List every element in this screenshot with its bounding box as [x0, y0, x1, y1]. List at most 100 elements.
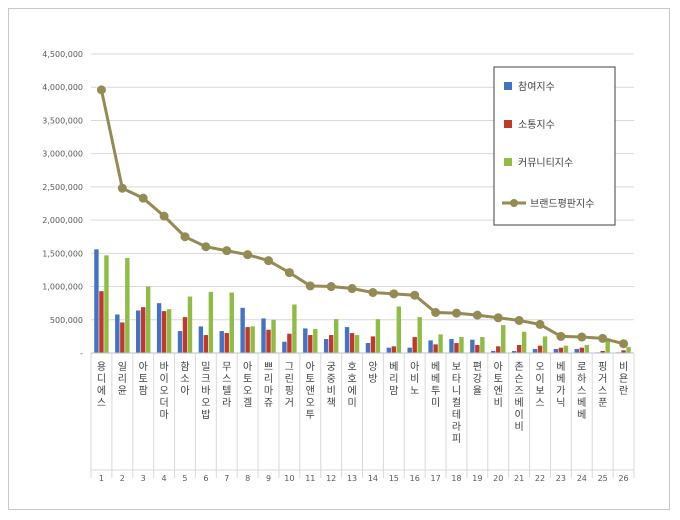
bar-소통지수: [600, 351, 605, 353]
category-index: 13: [347, 474, 357, 483]
bar-커뮤니티지수: [584, 345, 589, 353]
bar-참여지수: [449, 339, 454, 353]
y-tick-label: 2,500,000: [42, 183, 83, 192]
bar-참여지수: [491, 351, 496, 353]
bar-커뮤니티지수: [125, 257, 130, 353]
bar-커뮤니티지수: [229, 292, 234, 353]
category-index: 18: [451, 474, 461, 483]
bar-커뮤니티지수: [459, 337, 464, 353]
point-브랜드평판지수: [96, 85, 106, 95]
y-tick-label: 3,000,000: [42, 150, 83, 159]
bar-커뮤니티지수: [354, 335, 360, 353]
bar-소통지수: [475, 345, 480, 353]
point-브랜드평판지수: [577, 332, 587, 342]
bar-커뮤니티지수: [208, 291, 214, 353]
bar-커뮤니티지수: [501, 325, 506, 353]
bar-참여지수: [261, 318, 266, 353]
bar-커뮤니티지수: [542, 336, 548, 353]
point-브랜드평판지수: [368, 288, 378, 298]
bar-커뮤니티지수: [605, 338, 610, 353]
bar-커뮤니티지수: [104, 255, 109, 353]
point-브랜드평판지수: [138, 193, 148, 203]
bar-참여지수: [553, 349, 559, 353]
point-브랜드평판지수: [556, 331, 566, 341]
bar-커뮤니티지수: [626, 347, 631, 353]
bar-참여지수: [470, 339, 475, 353]
bar-소통지수: [496, 346, 501, 353]
bar-참여지수: [240, 307, 245, 353]
y-tick-label: 500,000: [50, 316, 83, 325]
y-tick-label: -: [80, 349, 83, 358]
point-브랜드평판지수: [535, 319, 545, 329]
bar-참여지수: [511, 351, 517, 353]
bar-참여지수: [386, 347, 392, 353]
category-index: 21: [514, 474, 524, 483]
bar-참여지수: [94, 249, 99, 353]
bar-소통지수: [120, 322, 125, 353]
x-axis: 용 디 에 스 1 일 리 윤 2 아 토 팜 3 바 이 오 더 마 4 함 소 아 5 밀 크 바 오 밥 6 무 스 텔 라 7 아 토 오 겔 8 쁘…: [90, 352, 635, 483]
bar-소통지수: [203, 335, 209, 353]
category-index: 16: [410, 474, 420, 483]
category-index: 3: [141, 474, 146, 483]
point-브랜드평판지수: [326, 282, 336, 292]
category-index: 8: [245, 474, 250, 483]
point-브랜드평판지수: [264, 256, 274, 266]
legend-box: [493, 66, 616, 226]
bar-소통지수: [621, 350, 626, 353]
point-브랜드평판지수: [222, 246, 232, 256]
legend-label: 참여지수: [518, 81, 555, 93]
point-브랜드평판지수: [598, 333, 608, 343]
category-index: 4: [162, 474, 167, 483]
bar-소통지수: [370, 336, 376, 353]
category-index: 22: [535, 474, 545, 483]
bar-소통지수: [412, 337, 417, 353]
category-index: 23: [556, 474, 566, 483]
point-브랜드평판지수: [201, 242, 211, 252]
legend-marker: [510, 199, 518, 207]
bar-커뮤니티지수: [271, 319, 276, 353]
bar-참여지수: [303, 328, 308, 353]
bar-소통지수: [266, 329, 271, 353]
bar-소통지수: [349, 333, 355, 353]
point-브랜드평판지수: [117, 183, 127, 193]
bar-참여지수: [574, 349, 579, 353]
legend-label: 소통지수: [518, 119, 555, 131]
bar-소통지수: [287, 333, 292, 353]
bar-참여지수: [407, 347, 412, 353]
y-tick-label: 4,500,000: [42, 50, 83, 59]
point-브랜드평판지수: [284, 268, 294, 278]
legend-swatch: [504, 120, 512, 128]
bar-커뮤니티지수: [292, 304, 297, 353]
category-index: 11: [305, 474, 315, 483]
bar-커뮤니티지수: [521, 331, 527, 353]
bar-series: [94, 249, 631, 353]
legend-label: 브랜드평판지수: [530, 198, 594, 210]
bar-커뮤니티지수: [417, 317, 422, 353]
category-index: 6: [203, 474, 208, 483]
point-브랜드평판지수: [619, 339, 629, 349]
y-tick-label: 3,500,000: [42, 116, 83, 125]
bar-소통지수: [328, 335, 334, 353]
category-index: 5: [182, 474, 187, 483]
bar-소통지수: [224, 333, 229, 353]
legend-label: 커뮤니티지수: [518, 157, 573, 169]
y-tick-label: 1,000,000: [42, 283, 83, 292]
category-index: 12: [326, 474, 336, 483]
bar-참여지수: [136, 310, 141, 353]
bar-커뮤니티지수: [187, 296, 193, 353]
bar-소통지수: [558, 347, 564, 353]
legend-swatch: [504, 82, 512, 90]
bar-소통지수: [454, 343, 459, 353]
